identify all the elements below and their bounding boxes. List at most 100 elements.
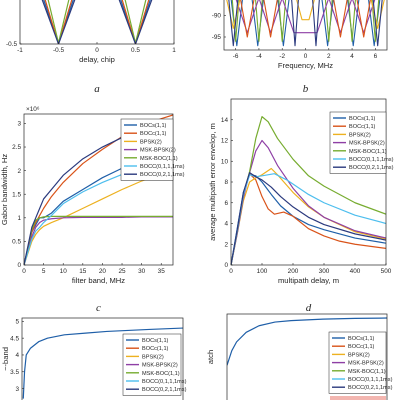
legend-label: BOCs(1,1)	[349, 116, 376, 122]
legend-label: BPSK(2)	[349, 132, 371, 138]
x-tick-label: 5	[42, 268, 46, 275]
series-line-a-6	[41, 0, 76, 44]
x-tick-label: 200	[288, 268, 299, 275]
y-tick-label: 6	[224, 200, 228, 207]
y-axis-label: Gabor bandwidth, Hz	[0, 154, 9, 226]
x-tick-label: 100	[257, 268, 268, 275]
x-tick-label: -2	[279, 53, 285, 60]
series-line-b-0	[230, 0, 381, 47]
x-tick-label: 0	[304, 53, 308, 60]
panel-b: -6 -4 -2 0 2 4 6 -90 -95 Frequency, MHz b	[212, 0, 388, 95]
legend-label: BOCs(1,1)	[348, 336, 375, 342]
x-tick-label: 30	[138, 268, 146, 275]
x-tick-label: 1	[172, 47, 176, 54]
y-tick-label: -0.5	[6, 41, 17, 48]
legend-label: MSK-BPSK(2)	[349, 141, 385, 147]
y-tick-label: 2	[17, 168, 21, 175]
x-tick-label: 400	[350, 268, 361, 275]
series-line-a-2	[44, 0, 73, 44]
panel-f-color-strip	[330, 396, 386, 400]
x-tick-label: 300	[319, 268, 330, 275]
y-tick-label: -90	[212, 13, 222, 20]
series-line-b-3	[240, 0, 371, 38]
y-tick-label: 10	[221, 158, 229, 165]
series-group-b	[226, 0, 385, 47]
plot-frame-b	[223, 0, 388, 51]
y-tick-label: 2	[224, 241, 228, 248]
legend-label: BOCC(0,2,1,1ms)	[349, 165, 394, 171]
legend-label: BOCC(0,1,1,1ms)	[348, 377, 393, 383]
series-line-d-5	[231, 173, 386, 265]
panel-e: 5 4.5 4 3.5 3 ~-band	[1, 317, 184, 400]
x-tick-label: 25	[118, 268, 126, 275]
legend-label: MSK-BPSK(2)	[142, 363, 178, 369]
x-tick-label: 0	[229, 268, 233, 275]
plot-frame-a	[19, 0, 175, 45]
legend-d: BOCs(1,1) BOCc(1,1) BPSK(2) MSK-BPSK(2) MSK-…	[329, 111, 394, 174]
x-tick-label: -0.5	[53, 47, 64, 54]
panel-d: 0 100 200 300 400 500 0 2 4 6 8 10 12 14 multipath del…	[208, 98, 392, 314]
y-tick-label: 3	[15, 386, 19, 393]
y-tick-label: 14	[221, 117, 229, 124]
plot-frame-e	[21, 317, 184, 400]
series-line-c-3	[24, 216, 173, 265]
y-tick-label: 0.5	[12, 239, 21, 246]
legend-label: BOCC(0,2,1,1ms)	[348, 385, 393, 391]
x-tick-label: 20	[99, 268, 107, 275]
series-line-a-0	[43, 0, 74, 44]
x-tick-label: 500	[381, 268, 392, 275]
series-line-e-0	[22, 327, 183, 399]
x-tick-label: 2	[327, 53, 331, 60]
x-tick-label: -4	[256, 53, 262, 60]
legend-label: MSK-BOC(1,1)	[348, 369, 386, 375]
y-tick-label: 4.5	[10, 335, 19, 342]
x-axis-label: multipath delay, m	[278, 276, 339, 285]
y-tick-label: 12	[221, 138, 229, 145]
x-tick-label: -6	[233, 53, 239, 60]
x-tick-label: 0	[22, 268, 26, 275]
series-line-b-2	[235, 0, 376, 34]
panel-label-a: a	[94, 83, 100, 95]
y-tick-label: 1	[17, 215, 21, 222]
x-tick-label: -1	[17, 47, 23, 54]
series-line-c-4	[24, 215, 173, 265]
x-tick-label: 0	[95, 47, 99, 54]
plot-frame-f	[226, 313, 388, 400]
series-group-f	[227, 317, 387, 366]
legend-c: BOCs(1,1) BOCc(1,1) BPSK(2) MSK-BPSK(2) MSK-…	[120, 118, 185, 181]
y-tick-label: 2.5	[12, 144, 21, 151]
panel-label-c: c	[96, 302, 101, 314]
x-tick-label: 15	[79, 268, 87, 275]
y-axis-label: atch	[206, 350, 215, 364]
x-axis-label: delay, chip	[79, 55, 115, 64]
legend-label: MSK-BPSK(2)	[348, 361, 384, 367]
y-tick-label: 4	[224, 221, 228, 228]
series-line-f-0	[227, 317, 387, 366]
panel-f: atch	[206, 313, 388, 400]
x-axis-label: filter band, MHz	[72, 276, 125, 285]
series-line-d-0	[231, 174, 386, 265]
series-line-b-5	[228, 0, 383, 47]
y-axis-label: ~-band	[1, 347, 10, 371]
x-tick-label: 0.5	[131, 47, 140, 54]
legend-e: BOCs(1,1) BOCc(1,1) BPSK(2) MSK-BPSK(2) MSK-…	[122, 333, 187, 396]
plot-frame-c	[23, 113, 174, 266]
series-group-e	[22, 327, 183, 399]
y-tick-label: 1.5	[12, 191, 21, 198]
series-line-a-7	[118, 0, 153, 44]
panel-label-d: d	[306, 302, 312, 314]
legend-label: BOCC(0,1,1,1ms)	[349, 157, 394, 163]
y-axis-label: average multipath error envelop, m	[208, 123, 217, 241]
series-group-d	[231, 116, 386, 265]
legend-label: BPSK(2)	[142, 354, 164, 360]
y-tick-label: 3	[17, 121, 21, 128]
legend-label: MSK-BPSK(2)	[140, 148, 176, 154]
legend-label: MSK-BOC(1,1)	[349, 149, 387, 155]
y-tick-label: 4	[15, 352, 19, 359]
legend-label: BOCs(1,1)	[140, 123, 167, 129]
series-line-a-3	[121, 0, 150, 44]
y-tick-label: 0	[17, 262, 21, 269]
y-tick-label: 0	[224, 262, 228, 269]
